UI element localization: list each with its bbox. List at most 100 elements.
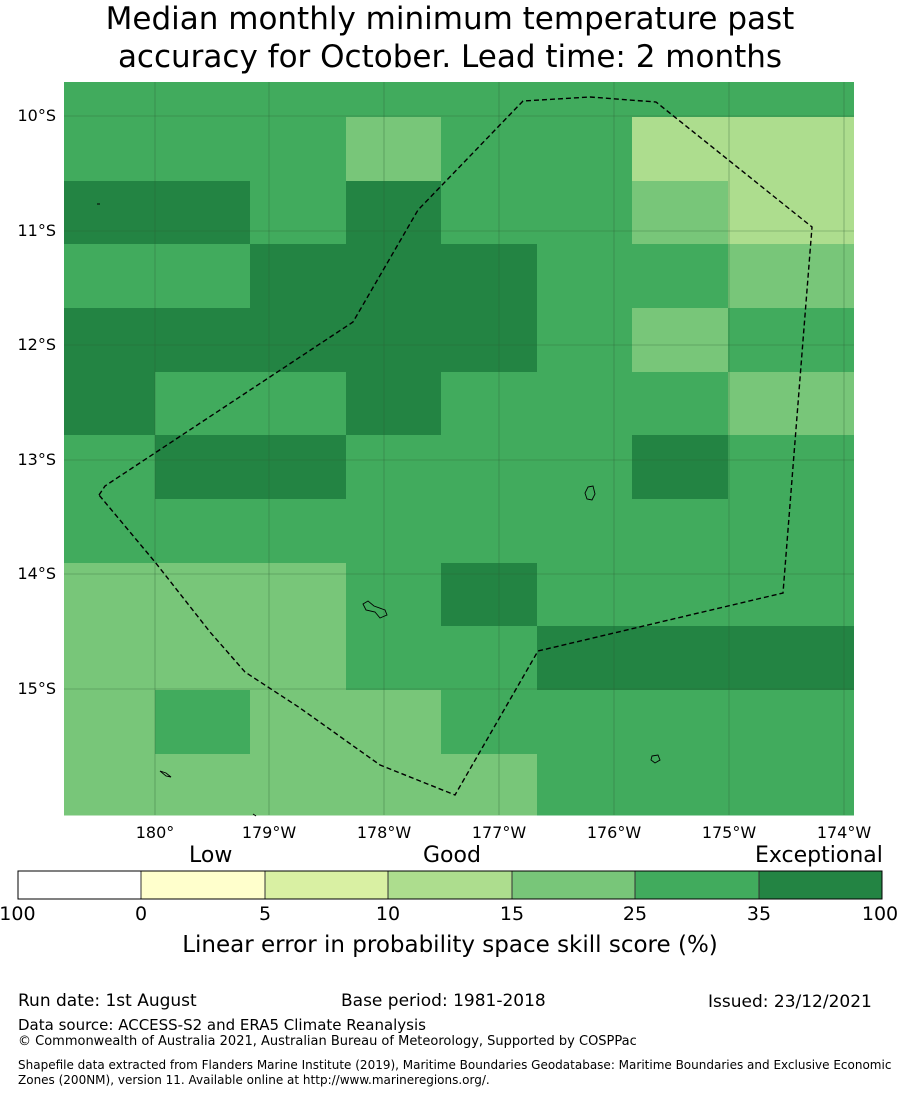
skill-cell — [537, 499, 633, 564]
skill-cell — [441, 499, 538, 564]
colorbar-title: Linear error in probability space skill … — [182, 932, 718, 958]
colorbar-segment — [512, 871, 635, 899]
colorbar-label-good: Good — [423, 843, 481, 868]
skill-cell — [537, 117, 633, 182]
colorbar-segment — [265, 871, 388, 899]
shapefile-credit-line-2: Zones (200NM), version 11. Available onl… — [18, 1073, 490, 1087]
skill-cell — [728, 308, 824, 373]
skill-cell — [441, 626, 538, 691]
skill-cell — [728, 499, 824, 564]
skill-cell — [537, 690, 633, 755]
skill-cell — [346, 563, 442, 627]
skill-cell — [728, 117, 824, 182]
colorbar-tick: 15 — [499, 903, 525, 925]
skill-cell — [441, 308, 538, 373]
skill-cell — [346, 626, 442, 691]
skill-cell — [823, 372, 854, 436]
skill-cell — [64, 308, 156, 373]
lat-label: 13°S — [17, 450, 56, 469]
skill-cell — [250, 181, 347, 245]
skill-cell — [250, 690, 347, 755]
skill-cell — [823, 181, 854, 245]
skill-cell — [441, 563, 538, 627]
skill-cell — [155, 372, 251, 436]
skill-cell — [250, 499, 347, 564]
island-outline — [362, 600, 388, 619]
skill-cell — [823, 754, 854, 816]
skill-cell — [155, 117, 251, 182]
skill-cell — [823, 435, 854, 500]
skill-cell — [728, 626, 824, 691]
skill-cell — [155, 690, 251, 755]
colorbar-tick: 35 — [746, 903, 772, 925]
lat-label: 10°S — [17, 106, 56, 125]
skill-cell — [632, 690, 729, 755]
skill-cell — [632, 372, 729, 436]
copyright: © Commonwealth of Australia 2021, Austra… — [18, 1034, 637, 1049]
skill-cell — [64, 563, 156, 627]
skill-cell — [728, 754, 824, 816]
colorbar-label-exceptional: Exceptional — [755, 843, 883, 868]
skill-cell — [441, 754, 538, 816]
lon-label: 179°W — [242, 823, 297, 842]
skill-cell — [346, 244, 442, 309]
skill-cell — [728, 435, 824, 500]
skill-cell — [250, 626, 347, 691]
skill-cell — [441, 244, 538, 309]
title-line-2: accuracy for October. Lead time: 2 month… — [117, 39, 783, 75]
data-source: Data source: ACCESS-S2 and ERA5 Climate … — [18, 1016, 426, 1034]
skill-cell — [155, 754, 251, 816]
colorbar — [17, 870, 883, 900]
skill-cell — [537, 435, 633, 500]
skill-cell — [250, 117, 347, 182]
colorbar-tick: -100 — [0, 903, 36, 925]
skill-cell — [632, 117, 729, 182]
issued-date: Issued: 23/12/2021 — [708, 992, 872, 1012]
skill-cell — [346, 308, 442, 373]
skill-cell — [155, 435, 251, 500]
skill-cell — [537, 563, 633, 627]
map-title: Median monthly minimum temperature past … — [0, 0, 900, 76]
skill-cell — [823, 117, 854, 182]
skill-cell — [632, 435, 729, 500]
skill-cell — [64, 435, 156, 500]
skill-cell — [64, 499, 156, 564]
skill-grid — [64, 82, 854, 816]
skill-cell — [346, 117, 442, 182]
skill-cell — [823, 626, 854, 691]
colorbar-segment — [18, 871, 141, 899]
skill-cell — [250, 563, 347, 627]
skill-cell — [441, 690, 538, 755]
skill-cell — [64, 82, 156, 118]
lon-label: 178°W — [357, 823, 412, 842]
skill-cell — [155, 626, 251, 691]
colorbar-tick: 0 — [134, 903, 148, 925]
graticule — [64, 82, 854, 815]
skill-cell — [155, 181, 251, 245]
lon-label: 180° — [136, 823, 175, 842]
skill-cell — [823, 82, 854, 118]
colorbar-tick: 25 — [622, 903, 648, 925]
eez-boundary — [98, 96, 813, 796]
run-date: Run date: 1st August — [18, 991, 197, 1011]
skill-cell — [728, 181, 824, 245]
skill-cell — [250, 244, 347, 309]
skill-cell — [346, 82, 442, 118]
skill-cell — [823, 308, 854, 373]
skill-cell — [64, 244, 156, 309]
skill-cell — [346, 372, 442, 436]
skill-cell — [537, 626, 633, 691]
skill-cell — [632, 181, 729, 245]
skill-cell — [441, 181, 538, 245]
island-outline — [252, 813, 257, 817]
lon-label: 177°W — [472, 823, 527, 842]
skill-cell — [250, 82, 347, 118]
skill-cell — [64, 181, 156, 245]
skill-cell — [823, 563, 854, 627]
colorbar-segment — [759, 871, 882, 899]
skill-cell — [441, 372, 538, 436]
skill-cell — [537, 181, 633, 245]
skill-cell — [155, 308, 251, 373]
skill-cell — [250, 308, 347, 373]
